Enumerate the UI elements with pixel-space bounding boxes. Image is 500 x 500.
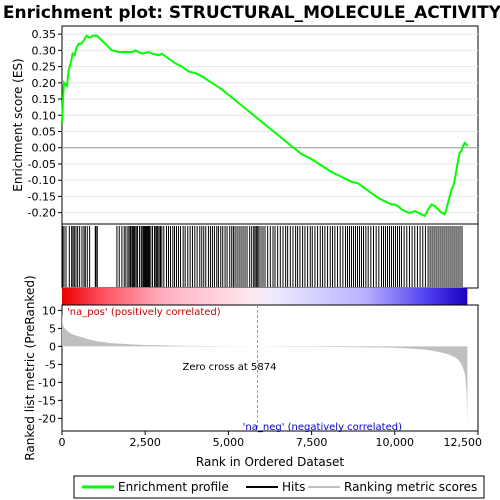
x-tick-label: 12,500 <box>444 436 483 449</box>
es-y-tick-label: -0.05 <box>28 158 56 171</box>
es-y-tick-label: -0.10 <box>28 174 56 187</box>
rank-heat-bar <box>62 288 468 305</box>
x-axis: 0 2,500 5,000 7,500 10,000 12,500 <box>59 431 483 449</box>
x-tick-label: 2,500 <box>129 436 161 449</box>
metric-y-tick-label: 5 <box>49 322 56 335</box>
es-y-tick-label: 0.20 <box>32 77 57 90</box>
series-line-enrichment-profile <box>61 34 469 218</box>
es-y-axis: 0.35 0.30 0.25 0.20 0.15 0.10 0.05 0.00 -0.05 -0.… <box>28 28 62 220</box>
zero-cross-annotation: Zero cross at 5874 <box>182 362 276 373</box>
metric-y-tick-label: -15 <box>38 394 56 407</box>
legend-label-hits: Hits <box>282 480 305 494</box>
heat-bar-gradient <box>62 288 468 305</box>
es-y-tick-label: 0.05 <box>32 125 57 138</box>
x-tick-label: 7,500 <box>296 436 328 449</box>
hits-panel <box>61 223 479 289</box>
es-y-tick-label: 0.00 <box>32 142 57 155</box>
metric-y-axis-label: Ranked list metric (PreRanked) <box>23 275 37 460</box>
es-y-tick-label: 0.25 <box>32 61 57 74</box>
metric-y-axis: 10 5 0 -5 -10 -15 -20 <box>38 304 62 425</box>
x-axis-label: Rank in Ordered Dataset <box>196 455 344 469</box>
legend-label-enrichment-profile: Enrichment profile <box>118 480 229 494</box>
es-panel: 0.35 0.30 0.25 0.20 0.15 0.10 0.05 0.00 -0.05 -0.… <box>11 25 479 225</box>
es-y-tick-label: 0.10 <box>32 109 57 122</box>
metric-panel: 10 5 0 -5 -10 -15 -20 Zero cross at 5874 'na_p… <box>23 275 479 461</box>
metric-y-tick-label: 0 <box>49 340 56 353</box>
metric-y-tick-label: -10 <box>38 376 56 389</box>
es-y-tick-label: 0.15 <box>32 93 57 106</box>
metric-y-tick-label: 10 <box>42 304 56 317</box>
x-tick-label: 0 <box>59 436 66 449</box>
positive-correlation-label: 'na_pos' (positively correlated) <box>67 307 221 318</box>
metric-y-tick-label: -20 <box>38 412 56 425</box>
es-y-axis-label: Enrichment score (ES) <box>11 58 25 191</box>
legend-frame <box>73 475 485 499</box>
chart-title: Enrichment plot: STRUCTURAL_MOLECULE_ACT… <box>3 3 500 23</box>
legend-label-ranking-metric-scores: Ranking metric scores <box>344 480 477 494</box>
legend: Enrichment profile Hits Ranking metric s… <box>73 475 485 499</box>
hits-ticks <box>62 226 463 287</box>
es-y-tick-label: -0.15 <box>28 190 56 203</box>
es-y-tick-label: 0.30 <box>32 44 57 57</box>
x-tick-label: 5,000 <box>213 436 245 449</box>
metric-panel-frame <box>61 304 479 432</box>
es-gridlines <box>62 33 478 214</box>
metric-y-tick-label: -5 <box>45 358 56 371</box>
x-tick-label: 10,000 <box>376 436 415 449</box>
negative-correlation-label: 'na_neg' (negatively correlated) <box>243 422 402 433</box>
es-y-tick-label: 0.35 <box>32 28 57 41</box>
es-y-tick-label: -0.20 <box>28 207 56 220</box>
es-panel-frame <box>61 25 479 225</box>
